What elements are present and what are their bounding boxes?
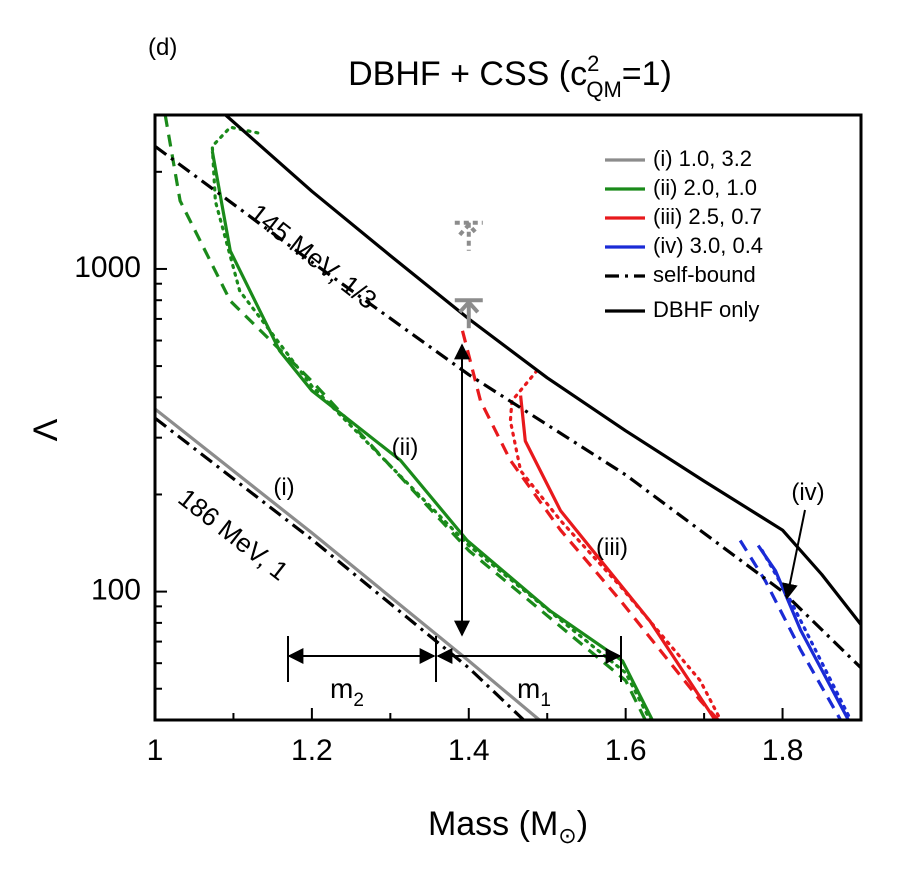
x-label-end: ) [577,805,588,843]
legend-label: (ii) 2.0, 1.0 [653,175,757,200]
curve [210,125,652,720]
curve-annotation: (ii) [392,434,419,461]
plot-frame [153,113,863,722]
legend-label: (i) 1.0, 3.2 [653,146,752,171]
title-end: =1) [622,55,672,93]
curve [210,150,654,720]
x-tick-label: 1.2 [291,734,333,767]
legend-label: (iii) 2.5, 0.7 [653,204,762,229]
arrow-label-main: m [330,673,353,704]
x-tick-label: 1.6 [605,734,647,767]
chart-title: DBHF + CSS (c2 QM=1) [348,51,672,102]
arrow-label: m2 [330,673,364,711]
plot-area [155,115,861,720]
curve [163,115,647,720]
curve [155,407,541,720]
y-tick-label: 100 [91,574,141,607]
curve-annotation: 145 MeV, 1/3 [244,198,382,315]
curve-annotation: (iv) [791,479,824,506]
arrow-label: m1 [517,673,551,711]
curve [155,145,861,670]
curve [224,115,861,626]
curve-annotation: (i) [273,474,294,501]
curve-annotation: (iii) [596,534,628,561]
x-label-main: Mass (M [428,805,558,843]
legend-label: (iv) 3.0, 0.4 [653,233,763,258]
panel-label: (d) [148,34,177,61]
title-sub: QM [586,77,621,102]
curve [519,395,717,720]
title-sup: 2 [587,51,599,76]
arrow-label-sub: 1 [540,690,551,711]
x-label-sub: ⊙ [558,823,576,848]
arrow [782,509,806,600]
title-main: DBHF + CSS (c [348,55,587,93]
arrow-label-sub: 2 [353,690,364,711]
arrow-label-main: m [517,673,540,704]
x-tick-label: 1.4 [448,734,490,767]
x-axis-label: Mass (M⊙) [428,805,588,848]
curve [155,416,525,720]
marker-arrow [458,299,480,314]
arrows [287,343,806,682]
marker-arrow [458,221,480,237]
curve [508,369,723,720]
curve [760,549,853,720]
x-tick-label: 1 [147,734,164,767]
curve [756,544,850,720]
curve [738,539,842,720]
y-tick-label: 1000 [74,251,141,284]
legend-label: DBHF only [653,297,759,322]
y-axis-label: Λ [27,418,65,441]
x-tick-label: 1.8 [762,734,804,767]
legend-label: self-bound [653,262,756,287]
curve [460,330,720,720]
legend: (i) 1.0, 3.2 (ii) 2.0, 1.0 (iii) 2.5, 0.7 (… [605,146,763,322]
